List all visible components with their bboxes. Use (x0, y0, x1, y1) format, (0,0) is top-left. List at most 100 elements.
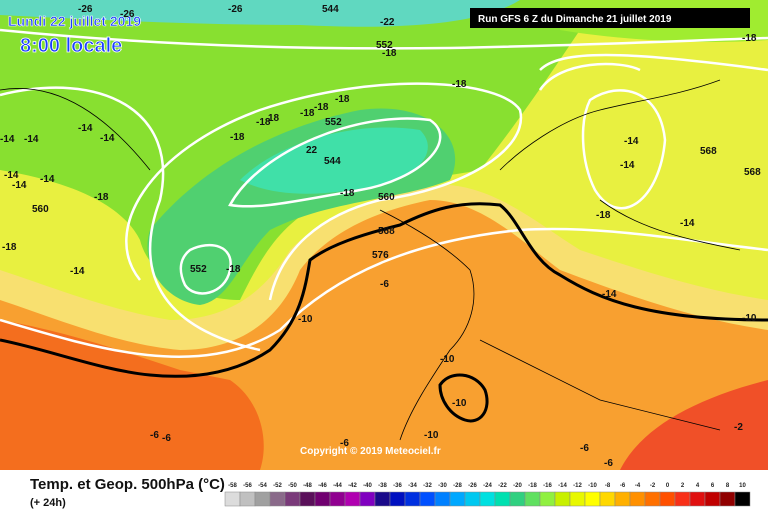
scale-swatch (569, 491, 586, 507)
scale-label: -50 (288, 483, 297, 489)
scale-swatch (599, 491, 616, 507)
contour-label: -18 (335, 94, 350, 105)
scale-swatch (554, 491, 571, 507)
contour-label: -10 (452, 398, 467, 409)
contour-label: -6 (162, 433, 171, 444)
scale-swatch (689, 491, 706, 507)
scale-label: -16 (543, 483, 552, 489)
contour-label: -18 (596, 210, 611, 221)
scale-label: -34 (408, 483, 417, 489)
contour-label: -18 (94, 192, 109, 203)
contour-label: -14 (4, 170, 19, 181)
scale-label: -24 (483, 483, 492, 489)
contour-label: 18 (268, 113, 280, 124)
scale-swatch (479, 491, 496, 507)
copyright: Copyright © 2019 Meteociel.fr (300, 446, 441, 457)
contour-label: -14 (24, 134, 39, 145)
isotherm-line (0, 202, 768, 378)
scale-label: -32 (423, 483, 432, 489)
scale-label: -28 (453, 483, 462, 489)
contour-label: -18 (314, 102, 329, 113)
scale-swatch (299, 491, 316, 507)
scale-label: 8 (726, 483, 730, 489)
scale-swatch (674, 491, 691, 507)
contour-label: -2 (734, 422, 743, 433)
contour-label: -26 (78, 4, 93, 15)
scale-swatch (719, 491, 736, 507)
scale-label: -46 (318, 483, 327, 489)
contour-label: -14 (40, 174, 55, 185)
scale-label: -20 (513, 483, 522, 489)
scale-label: -2 (650, 483, 656, 489)
cold-core (240, 127, 428, 194)
contour-label: -18 (340, 188, 355, 199)
contour-label: 568 (378, 226, 395, 237)
scale-label: -30 (438, 483, 447, 489)
contour-label: -14 (70, 266, 85, 277)
contour-label: -14 (78, 123, 93, 134)
scale-swatch (449, 491, 466, 507)
cold-core (0, 0, 520, 27)
contour-label: 544 (322, 4, 339, 15)
scale-label: -22 (498, 483, 507, 489)
scale-swatch (734, 491, 751, 507)
warm-area (620, 380, 768, 470)
scale-label: -52 (273, 483, 282, 489)
contour-label: -14 (12, 180, 27, 191)
scale-swatch (269, 491, 286, 507)
scale-swatch (389, 491, 406, 507)
scale-swatch (584, 491, 601, 507)
scale-label: -56 (243, 483, 252, 489)
contour-label: -26 (120, 9, 135, 20)
scale-swatch (314, 491, 331, 507)
contour-label: -22 (380, 17, 395, 28)
scale-label: -14 (558, 483, 567, 489)
scale-swatch (524, 491, 541, 507)
scale-label: -10 (588, 483, 597, 489)
contour-label: -18 (452, 79, 467, 90)
scale-label: -36 (393, 483, 402, 489)
scale-swatch (509, 491, 526, 507)
scale-label: 10 (739, 483, 746, 489)
local-time: 8:00 locale (20, 35, 122, 57)
scale-swatch (539, 491, 556, 507)
scale-label: -8 (605, 483, 611, 489)
contour-label: -14 (602, 289, 617, 300)
scale-swatch (284, 491, 301, 507)
contour-label: 576 (372, 250, 389, 261)
contour-label: 544 (324, 156, 341, 167)
scale-swatch (344, 491, 361, 507)
scale-swatch (629, 491, 646, 507)
contour-label: -18 (256, 117, 271, 128)
contour-label: -14 (624, 136, 639, 147)
scale-label: -42 (348, 483, 357, 489)
contour-label: -26 (228, 4, 243, 15)
scale-swatch (464, 491, 481, 507)
contour-label: -10 (298, 314, 313, 325)
run-info: Run GFS 6 Z du Dimanche 21 juillet 2019 (478, 14, 672, 25)
contour-label: -14 (0, 134, 15, 145)
scale-swatch (614, 491, 631, 507)
scale-label: 4 (696, 483, 700, 489)
scale-label: 2 (681, 483, 685, 489)
scale-swatch (644, 491, 661, 507)
contour-label: 560 (32, 204, 49, 215)
contour-label: -14 (680, 218, 695, 229)
contour-label: 552 (325, 117, 342, 128)
scale-label: -48 (303, 483, 312, 489)
contour-label: -10 (440, 354, 455, 365)
scale-label: -58 (228, 483, 237, 489)
contour-label: -18 (2, 242, 17, 253)
valid-time: Lundi 22 juillet 2019 (8, 13, 141, 29)
contour-label: 552 (190, 264, 207, 275)
scale-swatch (704, 491, 721, 507)
color-scale: -58 -56 -54 -52 -50 -48 -46 -44 -42 -40 -38 -36 -34-… (224, 483, 751, 507)
scale-label: -26 (468, 483, 477, 489)
isohypses (0, 28, 768, 358)
scale-label: -18 (528, 483, 537, 489)
contour-label: -18 (382, 48, 397, 59)
scale-label: -12 (573, 483, 582, 489)
contour-label: 22 (306, 145, 318, 156)
scale-swatch (494, 491, 511, 507)
contour-label: 560 (378, 192, 395, 203)
